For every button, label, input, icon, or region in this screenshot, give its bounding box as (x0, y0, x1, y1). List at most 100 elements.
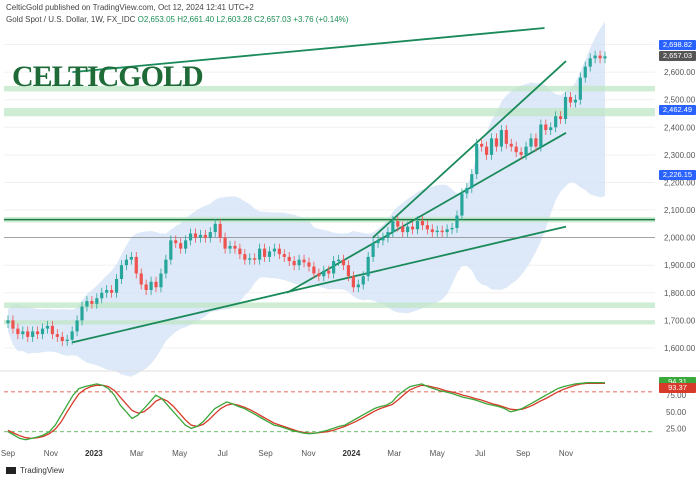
osc-tick-label: 75.00 (666, 391, 687, 400)
candle-body (346, 265, 351, 277)
candle-body (406, 226, 410, 233)
candle-body (494, 138, 499, 147)
candle-body (332, 261, 336, 274)
candle-body (114, 278, 119, 293)
price-tag: 2,462.49 (659, 105, 696, 116)
candle-body (55, 334, 59, 337)
candle-body (351, 276, 355, 288)
candle-body (80, 306, 84, 321)
candle-body (509, 143, 513, 147)
candle-body (282, 254, 286, 257)
candle-body (60, 336, 64, 342)
candle-body (420, 221, 425, 226)
candle-body (544, 124, 548, 131)
candle-body (558, 116, 563, 120)
candle-body (193, 233, 198, 238)
price-tick-label: 1,900.00 (664, 261, 696, 270)
candle-body (514, 146, 518, 153)
support-zone (4, 302, 655, 308)
support-zone (4, 107, 655, 117)
candle-body (11, 320, 15, 329)
publisher-line: CelticGold published on TradingView.com,… (6, 3, 254, 12)
candle-body (26, 331, 30, 337)
candle-body (277, 248, 281, 255)
x-tick-label: Jul (218, 449, 228, 458)
candle-body (583, 66, 587, 78)
candle-body (563, 96, 568, 120)
candle-body (258, 248, 262, 260)
x-tick-label: Sep (1, 449, 16, 458)
candle-body (386, 232, 390, 238)
candle-body (519, 152, 523, 155)
candle-body (213, 223, 217, 233)
candle-body (169, 240, 173, 260)
x-tick-label: Mar (387, 449, 401, 458)
x-tick-label: May (172, 449, 187, 458)
candle-body (302, 259, 306, 263)
candle-body (65, 339, 69, 342)
price-tick-label: 1,600.00 (664, 344, 696, 353)
candle-body (440, 230, 444, 233)
candle-body (129, 256, 133, 260)
price-band (8, 21, 605, 377)
candle-body (460, 193, 464, 216)
candle-body (366, 256, 370, 277)
candle-body (243, 254, 247, 260)
candle-body (504, 130, 508, 144)
price-tick-label: 2,100.00 (664, 206, 696, 215)
candle-body (179, 243, 183, 249)
x-tick-label: Sep (516, 449, 531, 458)
price-tick-label: 2,300.00 (664, 151, 696, 160)
candle-body (154, 281, 158, 288)
candle-body (312, 266, 316, 274)
price-tick-label: 2,200.00 (664, 178, 696, 187)
candle-body (573, 99, 577, 103)
candle-body (598, 55, 602, 59)
candle-body (6, 320, 10, 324)
tradingview-icon (6, 467, 16, 474)
candle-body (164, 259, 168, 274)
candle-body (588, 58, 592, 67)
candle-body (188, 233, 193, 241)
support-zone (4, 320, 655, 325)
x-tick-label: Jul (475, 449, 485, 458)
price-pane (4, 21, 655, 377)
candle-body (292, 261, 296, 266)
candle-body (208, 232, 212, 238)
candle-body (287, 256, 291, 262)
candle-body (539, 124, 543, 147)
candle-body (233, 245, 237, 249)
candle-body (529, 138, 533, 147)
candle-body (568, 96, 573, 103)
price-tag: 2,657.03 (659, 51, 696, 62)
candle-body (534, 138, 538, 147)
candle-body (480, 143, 484, 147)
candle-body (524, 146, 528, 155)
candle-body (144, 284, 148, 291)
candle-body (198, 234, 203, 238)
x-tick-label: 2023 (85, 449, 103, 458)
x-tick-label: 2024 (342, 449, 360, 458)
candle-body (435, 230, 439, 233)
x-tick-label: May (430, 449, 445, 458)
channel-line-steep (372, 60, 567, 239)
candle-body (484, 146, 489, 155)
candle-body (267, 251, 272, 257)
x-tick-label: Nov (44, 449, 58, 458)
osc-k-line (7, 381, 605, 441)
candle-body (327, 270, 331, 274)
oscillator-pane (4, 381, 655, 441)
candle-body (100, 292, 104, 299)
candle-body (134, 256, 138, 274)
candle-body (85, 301, 89, 307)
candle-body (445, 229, 449, 233)
candle-body (119, 265, 124, 279)
candle-body (593, 55, 597, 59)
candle-body (248, 258, 252, 260)
candle-body (95, 298, 99, 304)
osc-tag: 94.31 (659, 377, 696, 388)
candle-body (31, 331, 35, 337)
price-tick-label: 2,600.00 (664, 68, 696, 77)
candle-body (578, 77, 582, 100)
